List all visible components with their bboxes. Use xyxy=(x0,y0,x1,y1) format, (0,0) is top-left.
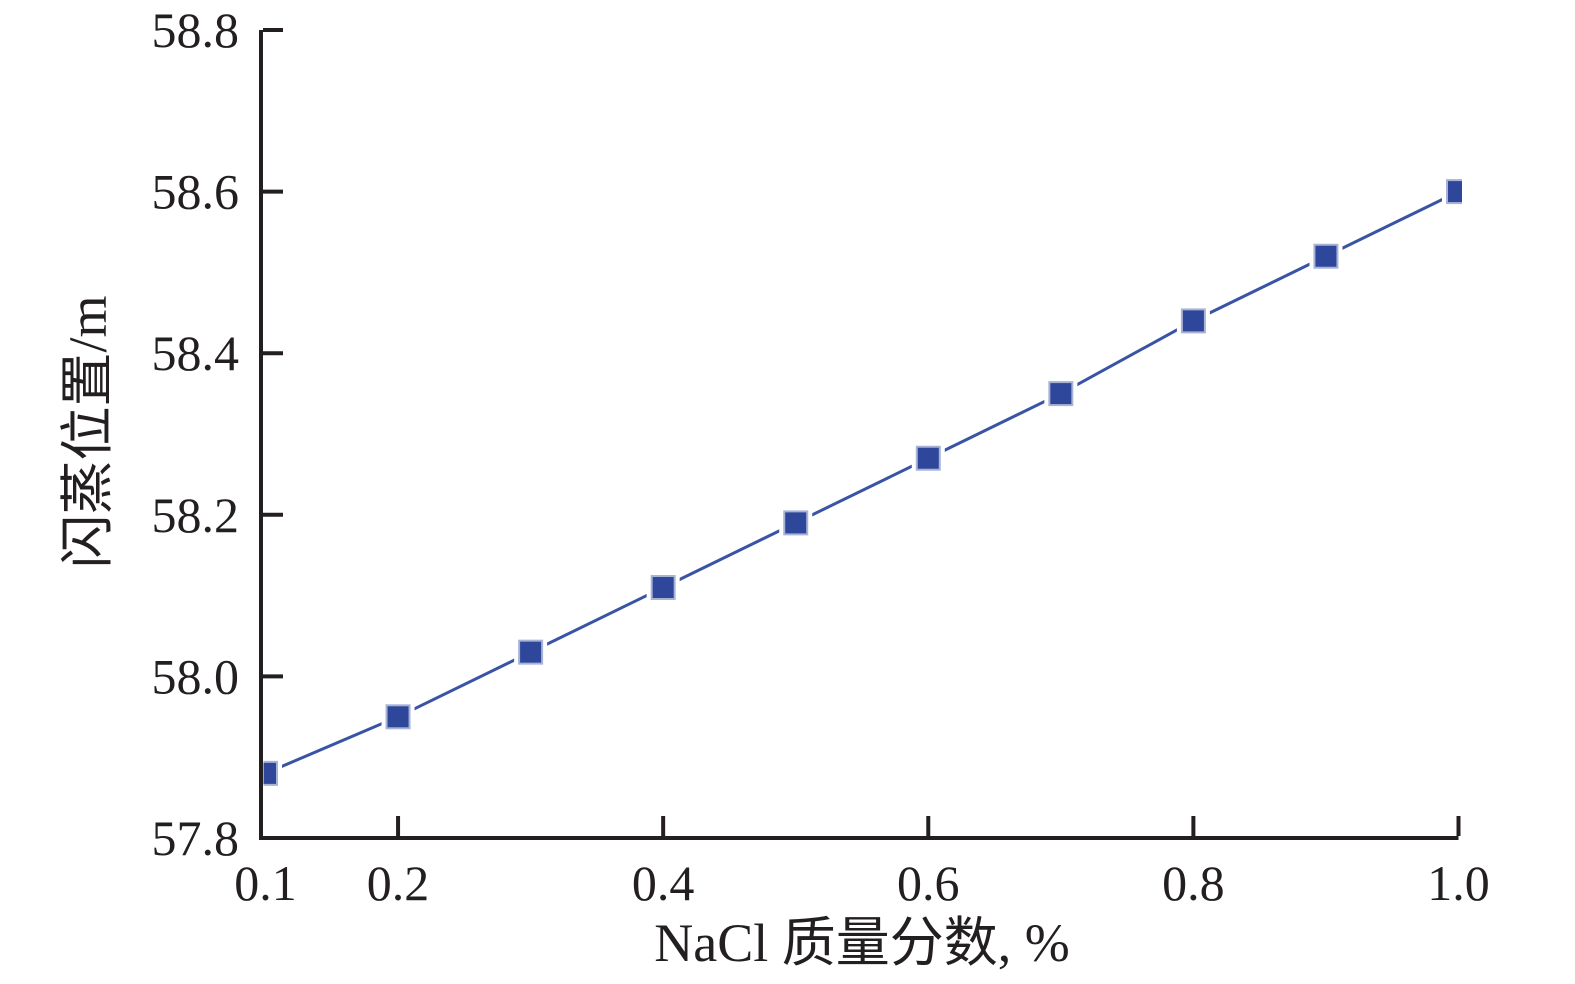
x-tick-label: 0.6 xyxy=(897,855,960,911)
data-point-marker xyxy=(263,760,278,786)
x-tick-label: 0.1 xyxy=(234,855,297,911)
y-tick-label: 57.8 xyxy=(152,810,240,866)
data-point-marker xyxy=(385,704,411,730)
data-point-marker xyxy=(650,575,676,601)
x-tick-label: 0.2 xyxy=(367,855,430,911)
x-tick-label: 0.8 xyxy=(1162,855,1225,911)
data-point-marker xyxy=(1180,308,1206,334)
y-tick-label: 58.4 xyxy=(152,325,240,381)
data-series xyxy=(263,175,1462,790)
x-axis-title: NaCl 质量分数, % xyxy=(654,913,1070,973)
data-point-marker xyxy=(518,639,544,665)
data-point-marker xyxy=(1313,243,1339,269)
data-point-marker xyxy=(915,445,941,471)
y-tick-label: 58.0 xyxy=(152,648,240,704)
data-point-marker xyxy=(783,510,809,536)
y-tick-label: 58.6 xyxy=(152,164,240,220)
y-axis-title: 闪蒸位置/m xyxy=(58,295,118,569)
y-tick-label: 58.8 xyxy=(152,2,240,58)
x-tick-label: 1.0 xyxy=(1427,855,1490,911)
plot-line xyxy=(264,190,1460,775)
axes-spines xyxy=(259,30,1459,840)
data-point-marker xyxy=(1048,381,1074,407)
y-tick-label: 58.2 xyxy=(152,487,240,543)
data-point-marker xyxy=(1446,179,1462,205)
x-tick-label: 0.4 xyxy=(632,855,695,911)
